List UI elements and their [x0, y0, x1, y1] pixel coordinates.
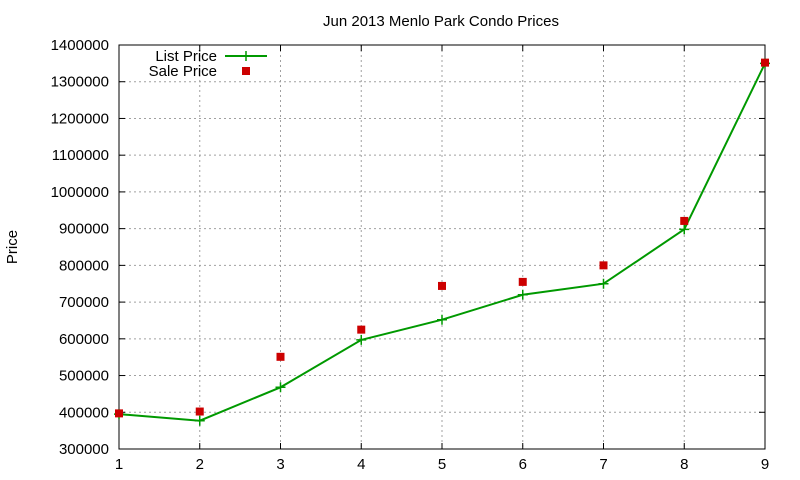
x-tick-label: 3	[276, 456, 284, 473]
legend-swatch-marker	[242, 67, 250, 75]
x-tick-label: 4	[357, 456, 365, 473]
legend-label: Sale Price	[149, 63, 217, 80]
sale-price-point	[680, 216, 689, 225]
y-axis-label: Price	[4, 230, 21, 264]
sale-price-point	[357, 325, 366, 334]
x-tick-label: 2	[196, 456, 204, 473]
axes	[118, 44, 766, 450]
y-tick-label: 900000	[59, 221, 109, 238]
y-tick-label: 600000	[59, 331, 109, 348]
x-tick-label: 9	[761, 456, 769, 473]
chart-title: Jun 2013 Menlo Park Condo Prices	[323, 13, 559, 30]
x-tick-label: 8	[680, 456, 688, 473]
sale-price-point	[518, 277, 527, 286]
list-price-point	[679, 224, 690, 235]
list-price-point	[194, 415, 205, 426]
y-tick-label: 1100000	[52, 147, 109, 164]
list-price-point	[356, 334, 367, 345]
y-tick-label: 800000	[59, 257, 109, 274]
sale-price-point	[276, 352, 285, 361]
tick-labels: 1 2 3 4 5 6 7 8 9 300000 400000 500000 600000 700000 8…	[51, 37, 770, 473]
x-tick-label: 6	[519, 456, 527, 473]
x-tick-label: 5	[438, 456, 446, 473]
x-tick-label: 1	[115, 456, 123, 473]
x-tick-label: 7	[599, 456, 607, 473]
y-tick-label: 1400000	[51, 37, 109, 54]
list-price-point	[598, 278, 609, 289]
plot-area	[114, 58, 770, 426]
legend-swatch-marker	[241, 51, 251, 61]
sale-price-point	[438, 281, 446, 290]
y-tick-label: 400000	[59, 404, 109, 421]
list-price-point	[437, 314, 447, 325]
sale-price-point	[115, 409, 123, 418]
y-tick-label: 700000	[59, 294, 109, 311]
y-tick-label: 1200000	[51, 110, 109, 127]
legend-label: List Price	[155, 48, 217, 65]
sale-price-point	[599, 261, 608, 270]
y-tick-label: 1000000	[51, 184, 109, 201]
sale-price-point	[195, 407, 204, 416]
grid	[119, 45, 765, 449]
y-tick-label: 500000	[59, 368, 109, 385]
sale-price-point	[761, 58, 769, 67]
list-price-point	[517, 289, 528, 300]
list-price-point	[275, 382, 286, 393]
y-tick-label: 1300000	[51, 74, 109, 91]
y-tick-label: 300000	[59, 441, 109, 458]
series-sale-price	[115, 58, 769, 418]
